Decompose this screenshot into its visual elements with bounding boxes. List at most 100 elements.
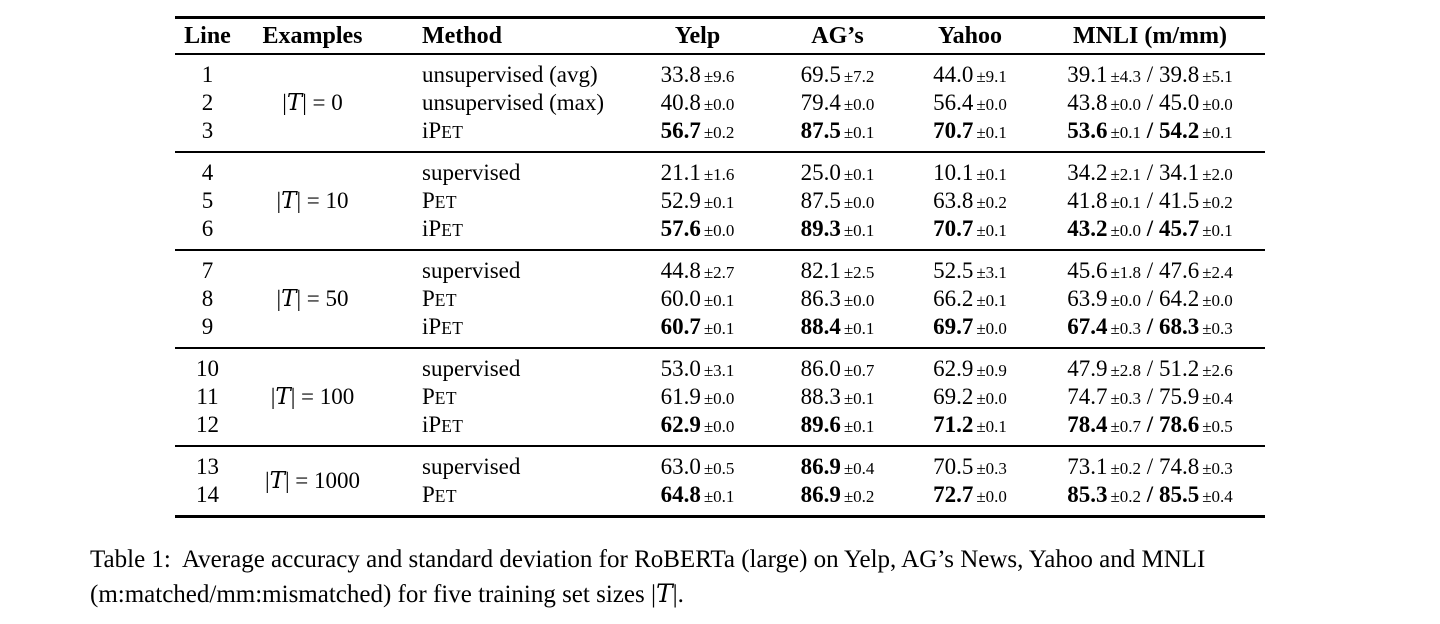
score-value: 86.0 — [800, 356, 841, 381]
examples-size: | = 1000 — [284, 468, 361, 493]
method-text: ET — [434, 290, 457, 310]
examples-size: | = 0 — [302, 90, 343, 115]
method-text: supervised — [422, 356, 521, 381]
score-stddev: ±0.1 — [976, 221, 1007, 240]
table-row: 11 PET 61.9 ±0.0 88.3 ±0.1 69.2 ±0.0 74.7 ±0.3 / … — [175, 383, 1265, 411]
mnli-matched-stddev: ±2.1 — [1110, 165, 1142, 184]
score-stddev: ±0.1 — [976, 123, 1007, 142]
examples-pipe: | — [282, 90, 287, 115]
column-header: Examples — [262, 22, 363, 49]
score-value: 63.0 — [660, 454, 701, 479]
table-body: | T | = 0 1 unsupervised (avg) 33.8 ±9.6 69.5 ±7… — [175, 55, 1265, 515]
score-cell: 61.9 ±0.0 — [625, 384, 770, 410]
score-stddev: ±0.0 — [703, 221, 735, 240]
training-set-symbol: T — [286, 90, 303, 116]
examples-pipe: | — [264, 468, 270, 493]
score-cell-mnli: 74.7 ±0.3 / 75.9 ±0.4 — [1035, 384, 1265, 410]
score-cell: 70.7 ±0.1 — [905, 118, 1035, 144]
mnli-matched-value: 78.4 — [1067, 412, 1108, 437]
method-text: supervised — [422, 454, 521, 479]
score-value: 25.0 — [800, 160, 841, 185]
mnli-matched-value: 73.1 — [1067, 454, 1108, 479]
score-value: 87.5 — [800, 188, 841, 213]
column-header: AG’s — [811, 22, 864, 49]
method-text: P — [422, 286, 435, 311]
score-value: 53.0 — [660, 356, 701, 381]
mnli-matched-stddev: ±0.0 — [1110, 291, 1142, 310]
score-value: 44.0 — [933, 62, 974, 87]
score-value: 71.2 — [933, 412, 974, 437]
score-value: 72.7 — [933, 482, 974, 507]
score-cell: 64.8 ±0.1 — [625, 482, 770, 508]
examples-size: | = 50 — [296, 286, 349, 311]
header-rule — [175, 53, 1265, 55]
mnli-mismatched-stddev: ±0.3 — [1202, 319, 1233, 338]
method-text: unsupervised (max) — [422, 90, 605, 115]
method-text: ET — [441, 318, 464, 338]
score-stddev: ±0.4 — [843, 459, 875, 478]
mnli-slash: / — [1141, 412, 1159, 437]
score-value: 70.7 — [933, 216, 974, 241]
mnli-slash: / — [1141, 314, 1159, 339]
score-value: 82.1 — [800, 258, 841, 283]
score-value: 33.8 — [660, 62, 701, 87]
score-cell-mnli: 41.8 ±0.1 / 41.5 ±0.2 — [1035, 188, 1265, 214]
mnli-matched-stddev: ±2.8 — [1110, 361, 1142, 380]
method-label: supervised — [385, 258, 625, 284]
score-cell-mnli: 34.2 ±2.1 / 34.1 ±2.0 — [1035, 160, 1265, 186]
score-cell: 87.5 ±0.0 — [770, 188, 905, 214]
score-value: 69.7 — [933, 314, 974, 339]
mnli-matched-value: 53.6 — [1067, 118, 1108, 143]
method-text: ET — [441, 416, 464, 436]
table-caption: Table 1: Average accuracy and standard d… — [90, 543, 1410, 612]
mnli-matched-stddev: ±0.2 — [1110, 459, 1142, 478]
results-table: Line Examples Method Yelp AG’s Yahoo MNLI (m/m… — [175, 16, 1265, 518]
score-stddev: ±0.1 — [703, 193, 735, 212]
mnli-slash: / — [1141, 216, 1159, 241]
mnli-mismatched-value: 68.3 — [1158, 314, 1200, 339]
score-cell-mnli: 73.1 ±0.2 / 74.8 ±0.3 — [1035, 454, 1265, 480]
mnli-slash: / — [1141, 454, 1159, 479]
score-stddev: ±0.0 — [976, 319, 1007, 338]
score-stddev: ±9.1 — [976, 67, 1007, 86]
line-number: 13 — [196, 454, 219, 479]
score-cell: 62.9 ±0.0 — [625, 412, 770, 438]
group-divider-rule — [175, 249, 1265, 251]
score-stddev: ±0.0 — [703, 389, 735, 408]
mnli-matched-value: 34.2 — [1067, 160, 1108, 185]
score-cell: 82.1 ±2.5 — [770, 258, 905, 284]
examples-size: | = 100 — [290, 384, 355, 409]
table-group: | T | = 100 10 supervised 53.0 ±3.1 86.0 ±0.7 62.… — [175, 349, 1265, 445]
score-cell: 52.9 ±0.1 — [625, 188, 770, 214]
examples-size: | = 10 — [296, 188, 349, 213]
mnli-slash: / — [1141, 188, 1159, 213]
examples-pipe: | — [276, 188, 282, 213]
method-text: ET — [434, 388, 457, 408]
score-value: 89.3 — [800, 216, 841, 241]
training-set-symbol: T — [275, 384, 291, 410]
line-number: 9 — [201, 314, 214, 339]
score-stddev: ±0.0 — [703, 417, 735, 436]
line-number: 14 — [196, 482, 219, 507]
mnli-mismatched-stddev: ±0.5 — [1202, 417, 1233, 436]
score-cell: 88.3 ±0.1 — [770, 384, 905, 410]
table-row: 7 supervised 44.8 ±2.7 82.1 ±2.5 52.5 ±3.1 45.6 ±… — [175, 257, 1265, 285]
mnli-mismatched-stddev: ±0.0 — [1202, 291, 1233, 310]
mnli-slash: / — [1141, 286, 1159, 311]
table-row: 9 iPET 60.7 ±0.1 88.4 ±0.1 69.7 ±0.0 67.4 ±0.3 / … — [175, 313, 1265, 341]
score-cell: 70.5 ±0.3 — [905, 454, 1035, 480]
line-number: 6 — [201, 216, 214, 241]
line-number: 10 — [196, 356, 219, 381]
score-cell: 71.2 ±0.1 — [905, 412, 1035, 438]
mnli-mismatched-stddev: ±5.1 — [1202, 67, 1233, 86]
method-label: iPET — [385, 118, 625, 144]
score-cell: 66.2 ±0.1 — [905, 286, 1035, 312]
mnli-slash: / — [1141, 482, 1159, 507]
score-stddev: ±0.1 — [843, 319, 875, 338]
mnli-mismatched-stddev: ±0.4 — [1202, 389, 1233, 408]
mnli-mismatched-value: 85.5 — [1158, 482, 1200, 507]
mnli-mismatched-stddev: ±2.4 — [1202, 263, 1233, 282]
line-number: 8 — [201, 286, 214, 311]
score-cell-mnli: 85.3 ±0.2 / 85.5 ±0.4 — [1035, 482, 1265, 508]
table-row: 2 unsupervised (max) 40.8 ±0.0 79.4 ±0.0 56.4 ±… — [175, 89, 1265, 117]
